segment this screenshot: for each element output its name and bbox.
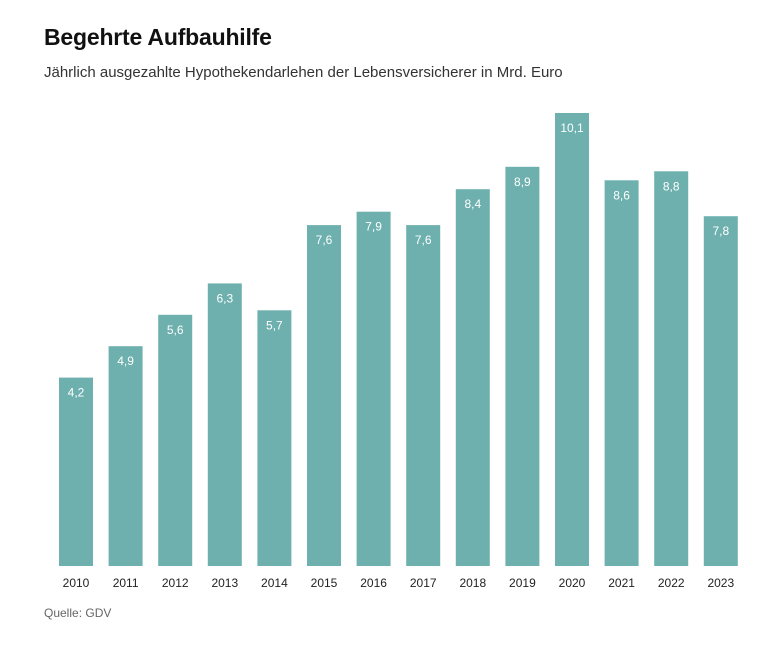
bar-2022 — [654, 171, 689, 567]
x-axis-labels-group: 2010 2011 2012 2013 2014 2015 2016 2017 2018 2019… — [63, 576, 735, 590]
x-tick-label-2019: 2019 — [509, 576, 536, 590]
bar-2014 — [257, 310, 292, 566]
x-tick-label-2013: 2013 — [211, 576, 238, 590]
bar-2016 — [356, 211, 391, 566]
source-note: Quelle: GDV — [44, 606, 112, 620]
x-tick-label-2016: 2016 — [360, 576, 387, 590]
value-label-2018: 8,4 — [464, 197, 481, 211]
x-tick-label-2014: 2014 — [261, 576, 288, 590]
x-tick-label-2018: 2018 — [459, 576, 486, 590]
x-tick-label-2020: 2020 — [559, 576, 586, 590]
value-label-2016: 7,9 — [365, 220, 382, 234]
bar-2013 — [207, 283, 242, 566]
x-tick-label-2010: 2010 — [63, 576, 90, 590]
bar-2023 — [703, 216, 738, 566]
value-label-2015: 7,6 — [316, 233, 333, 247]
x-tick-label-2012: 2012 — [162, 576, 189, 590]
x-tick-label-2015: 2015 — [311, 576, 338, 590]
x-tick-label-2022: 2022 — [658, 576, 685, 590]
value-label-2019: 8,9 — [514, 175, 531, 189]
bar-2011 — [108, 346, 143, 566]
value-labels-group: 4,2 4,9 5,6 6,3 5,7 7,6 7,9 7,6 8,4 8,9 10,1 8,6 8,8… — [68, 121, 730, 400]
value-label-2023: 7,8 — [712, 224, 729, 238]
value-label-2010: 4,2 — [68, 386, 85, 400]
value-label-2017: 7,6 — [415, 233, 432, 247]
bar-2019 — [505, 166, 540, 567]
bar-2017 — [406, 225, 441, 566]
x-tick-label-2017: 2017 — [410, 576, 437, 590]
x-tick-label-2021: 2021 — [608, 576, 635, 590]
value-label-2012: 5,6 — [167, 323, 184, 337]
bar-2010 — [59, 377, 93, 566]
value-label-2013: 6,3 — [216, 291, 233, 305]
bar-2015 — [307, 225, 341, 566]
chart-subtitle: Jährlich ausgezahlte Hypothekendarlehen … — [44, 64, 563, 81]
bar-2020 — [555, 113, 589, 566]
value-label-2022: 8,8 — [663, 179, 680, 193]
value-label-2021: 8,6 — [613, 188, 630, 202]
chart-title: Begehrte Aufbauhilfe — [44, 24, 272, 50]
x-tick-label-2011: 2011 — [113, 576, 139, 590]
x-tick-label-2023: 2023 — [707, 576, 734, 590]
bars-group — [59, 113, 738, 567]
bar-2012 — [158, 314, 193, 566]
bar-2018 — [455, 189, 490, 566]
bar-2021 — [604, 180, 639, 567]
value-label-2011: 4,9 — [117, 354, 134, 368]
value-label-2020: 10,1 — [560, 121, 584, 135]
value-label-2014: 5,7 — [266, 318, 283, 332]
